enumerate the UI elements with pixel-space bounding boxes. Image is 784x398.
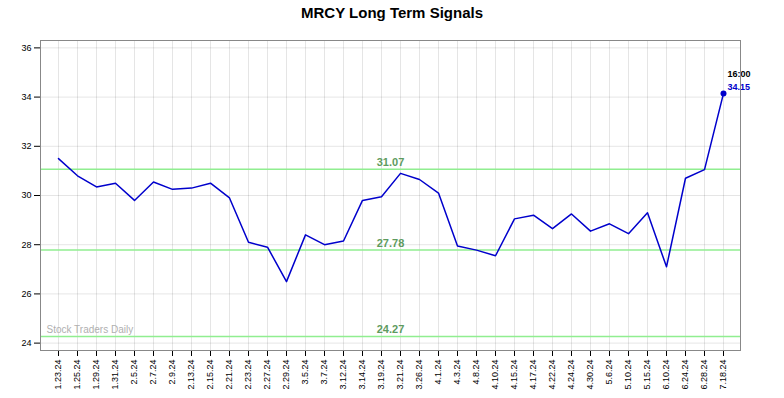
svg-text:1.31.24: 1.31.24 — [110, 360, 120, 390]
svg-text:34: 34 — [21, 92, 31, 102]
svg-text:2.21.24: 2.21.24 — [224, 360, 234, 390]
svg-text:Stock Traders Daily: Stock Traders Daily — [47, 324, 134, 335]
svg-text:5.15.24: 5.15.24 — [642, 360, 652, 390]
svg-text:4.10.24: 4.10.24 — [490, 360, 500, 390]
svg-text:4.3.24: 4.3.24 — [452, 360, 462, 385]
svg-text:32: 32 — [21, 141, 31, 151]
svg-text:2.5.24: 2.5.24 — [129, 360, 139, 385]
svg-text:4.17.24: 4.17.24 — [528, 360, 538, 390]
svg-text:30: 30 — [21, 190, 31, 200]
svg-text:26: 26 — [21, 289, 31, 299]
svg-text:2.15.24: 2.15.24 — [205, 360, 215, 390]
svg-text:3.26.24: 3.26.24 — [414, 360, 424, 390]
svg-text:2.7.24: 2.7.24 — [148, 360, 158, 385]
svg-text:16:00: 16:00 — [728, 69, 751, 79]
svg-text:27.78: 27.78 — [377, 237, 405, 249]
svg-text:1.25.24: 1.25.24 — [72, 360, 82, 390]
svg-text:4.15.24: 4.15.24 — [509, 360, 519, 390]
svg-text:36: 36 — [21, 43, 31, 53]
svg-text:3.21.24: 3.21.24 — [395, 360, 405, 390]
svg-text:4.1.24: 4.1.24 — [433, 360, 443, 385]
svg-text:2.9.24: 2.9.24 — [167, 360, 177, 385]
svg-text:3.14.24: 3.14.24 — [357, 360, 367, 390]
svg-text:6.28.24: 6.28.24 — [699, 360, 709, 390]
svg-text:2.29.24: 2.29.24 — [281, 360, 291, 390]
svg-text:3.12.24: 3.12.24 — [338, 360, 348, 390]
svg-text:1.29.24: 1.29.24 — [91, 360, 101, 390]
svg-text:5.10.24: 5.10.24 — [623, 360, 633, 390]
svg-text:24.27: 24.27 — [377, 323, 405, 335]
svg-text:2.23.24: 2.23.24 — [243, 360, 253, 390]
svg-text:4.30.24: 4.30.24 — [585, 360, 595, 390]
html-text:MRCY Long Term Signals: MRCY Long Term Signals — [301, 4, 483, 21]
svg-text:4.22.24: 4.22.24 — [547, 360, 557, 390]
svg-text:3.7.24: 3.7.24 — [319, 360, 329, 385]
svg-text:4.24.24: 4.24.24 — [566, 360, 576, 390]
svg-text:24: 24 — [21, 338, 31, 348]
svg-text:3.5.24: 3.5.24 — [300, 360, 310, 385]
svg-text:34.15: 34.15 — [728, 82, 751, 92]
svg-text:6.24.24: 6.24.24 — [680, 360, 690, 390]
svg-text:1.23.24: 1.23.24 — [53, 360, 63, 390]
svg-text:7.18.24: 7.18.24 — [718, 360, 728, 390]
svg-text:5.6.24: 5.6.24 — [604, 360, 614, 385]
svg-text:31.07: 31.07 — [377, 156, 405, 168]
svg-text:2.27.24: 2.27.24 — [262, 360, 272, 390]
svg-text:2.13.24: 2.13.24 — [186, 360, 196, 390]
svg-text:4.8.24: 4.8.24 — [471, 360, 481, 385]
svg-text:28: 28 — [21, 240, 31, 250]
svg-text:3.19.24: 3.19.24 — [376, 360, 386, 390]
svg-text:6.10.24: 6.10.24 — [661, 360, 671, 390]
